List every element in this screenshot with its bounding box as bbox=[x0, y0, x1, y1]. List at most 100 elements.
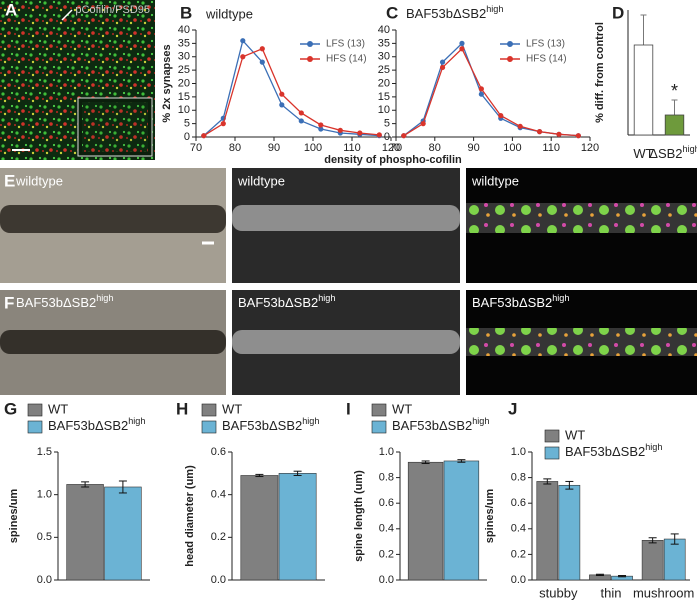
legend-marker bbox=[307, 56, 313, 62]
y-tick-label: 30 bbox=[378, 51, 390, 63]
y-tick-label: 25 bbox=[178, 64, 190, 76]
annotation: * bbox=[671, 81, 678, 101]
y-tick-label: 0.2 bbox=[511, 548, 526, 560]
image-label: BAF53bΔSB2high bbox=[16, 293, 113, 310]
legend-label: BAF53bΔSB2high bbox=[222, 416, 319, 433]
image-label: wildtype bbox=[237, 173, 285, 188]
y-tick-label: 0.4 bbox=[379, 523, 394, 535]
chart-title: wildtype bbox=[205, 6, 253, 21]
panel-letter: F bbox=[4, 293, 14, 312]
data-point bbox=[279, 91, 285, 97]
y-tick-label: 1.5 bbox=[37, 446, 52, 458]
data-point bbox=[478, 91, 484, 97]
y-tick-label: 35 bbox=[378, 37, 390, 49]
legend-label-sup: high bbox=[128, 416, 145, 426]
data-point bbox=[298, 110, 304, 116]
y-axis-label: spine length (um) bbox=[353, 470, 365, 562]
image-label-sup: high bbox=[96, 293, 113, 303]
data-point bbox=[240, 54, 246, 60]
bar bbox=[240, 475, 279, 581]
legend-label-text: BAF53bΔSB2 bbox=[48, 418, 128, 433]
legend-label-text: BAF53bΔSB2 bbox=[222, 418, 302, 433]
bar bbox=[633, 44, 654, 136]
x-tick-label: 90 bbox=[268, 142, 280, 154]
legend-marker bbox=[307, 41, 313, 47]
x-tick-label: 80 bbox=[229, 142, 241, 154]
series-line bbox=[403, 47, 579, 137]
y-tick-label: 0.0 bbox=[211, 574, 226, 586]
legend-marker bbox=[507, 41, 513, 47]
data-point bbox=[517, 123, 523, 129]
data-point bbox=[459, 40, 465, 46]
y-tick-label: 25 bbox=[378, 64, 390, 76]
legend-label: WT bbox=[48, 401, 68, 416]
image-label: wildtype bbox=[471, 173, 519, 188]
data-point bbox=[439, 64, 446, 71]
data-point bbox=[279, 102, 285, 108]
legend-label-text: BAF53bΔSB2 bbox=[392, 418, 472, 433]
chart-title-sup: high bbox=[486, 4, 503, 14]
data-point bbox=[575, 133, 581, 139]
data-point bbox=[201, 133, 207, 139]
x-tick-label: 80 bbox=[429, 142, 441, 154]
data-point bbox=[478, 86, 484, 92]
legend-label-text: BAF53bΔSB2 bbox=[565, 444, 645, 459]
bar bbox=[558, 484, 581, 581]
data-point bbox=[536, 129, 543, 135]
legend-label-sup: high bbox=[645, 442, 662, 452]
data-point bbox=[240, 38, 246, 44]
data-point bbox=[401, 133, 407, 139]
y-tick-label: 0.4 bbox=[511, 523, 526, 535]
legend-label: LFS (13) bbox=[526, 39, 565, 50]
bar bbox=[104, 486, 142, 581]
y-tick-label: 40 bbox=[378, 24, 390, 36]
y-tick-label: 1.0 bbox=[379, 446, 394, 458]
legend-swatch bbox=[544, 446, 560, 460]
panel-letter: G bbox=[4, 399, 17, 418]
y-tick-label: 30 bbox=[178, 51, 190, 63]
legend-swatch bbox=[27, 420, 43, 434]
y-axis-label: % 2x synapses bbox=[161, 44, 173, 122]
x-tick-label-text: WT bbox=[633, 146, 653, 161]
y-tick-label: 20 bbox=[178, 77, 190, 89]
legend-swatch bbox=[371, 420, 387, 434]
y-tick-label: 0.0 bbox=[37, 574, 52, 586]
bar bbox=[278, 473, 317, 581]
data-point bbox=[298, 118, 304, 124]
y-tick-label: 0.6 bbox=[211, 446, 226, 458]
data-point bbox=[376, 132, 382, 138]
x-axis-label: density of phospho-cofilin bbox=[324, 154, 462, 166]
x-tick-label: 100 bbox=[304, 142, 322, 154]
image-label-sup: high bbox=[552, 293, 569, 303]
x-tick-label: 100 bbox=[503, 142, 521, 154]
bar bbox=[443, 460, 480, 581]
y-tick-label: 0.4 bbox=[211, 489, 226, 501]
data-point bbox=[259, 59, 265, 65]
series-line bbox=[203, 39, 380, 137]
panel-letter: D bbox=[612, 3, 624, 22]
bar bbox=[66, 484, 104, 581]
bar bbox=[407, 461, 444, 581]
legend-marker bbox=[507, 56, 513, 62]
y-tick-label: 40 bbox=[178, 24, 190, 36]
y-tick-label: 0.6 bbox=[379, 497, 394, 509]
y-tick-label: 20 bbox=[378, 77, 390, 89]
legend-label: BAF53bΔSB2high bbox=[48, 416, 145, 433]
image-label-text: BAF53bΔSB2 bbox=[238, 295, 318, 310]
y-tick-label: 0 bbox=[384, 131, 390, 143]
panel-letter: C bbox=[386, 3, 398, 22]
x-tick-label: mushroom bbox=[633, 585, 694, 600]
image-label-sup: high bbox=[318, 293, 335, 303]
legend-label: BAF53bΔSB2high bbox=[392, 416, 489, 433]
x-tick-label-sup: high bbox=[683, 144, 697, 154]
image-a bbox=[0, 0, 155, 160]
y-tick-label: 10 bbox=[378, 104, 390, 116]
legend-swatch bbox=[201, 403, 217, 417]
y-tick-label: 0.5 bbox=[37, 531, 52, 543]
y-tick-label: 35 bbox=[178, 37, 190, 49]
legend-swatch bbox=[371, 403, 387, 417]
image-f bbox=[0, 290, 697, 395]
image-label: BAF53bΔSB2high bbox=[472, 293, 569, 310]
image-label: pCofilin/PSD95 bbox=[75, 4, 150, 16]
y-axis-label: head diameter (um) bbox=[184, 465, 196, 567]
